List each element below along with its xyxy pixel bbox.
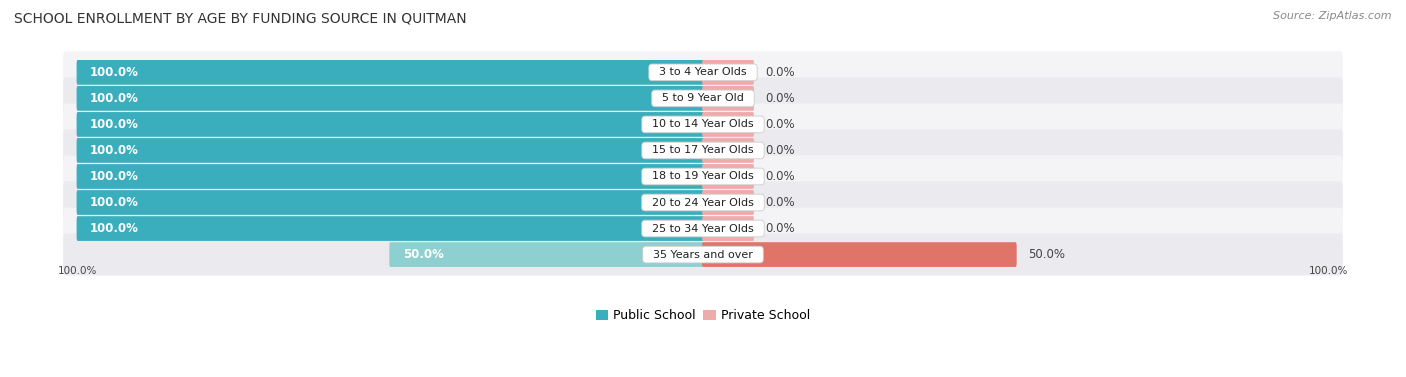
FancyBboxPatch shape [76,138,704,163]
FancyBboxPatch shape [63,103,1343,146]
Text: 100.0%: 100.0% [90,222,139,235]
Text: 20 to 24 Year Olds: 20 to 24 Year Olds [645,198,761,207]
Text: SCHOOL ENROLLMENT BY AGE BY FUNDING SOURCE IN QUITMAN: SCHOOL ENROLLMENT BY AGE BY FUNDING SOUR… [14,11,467,25]
FancyBboxPatch shape [702,138,754,163]
FancyBboxPatch shape [63,182,1343,224]
Text: Source: ZipAtlas.com: Source: ZipAtlas.com [1274,11,1392,21]
FancyBboxPatch shape [389,242,704,267]
FancyBboxPatch shape [63,129,1343,172]
Text: 0.0%: 0.0% [765,92,796,105]
FancyBboxPatch shape [702,190,754,215]
FancyBboxPatch shape [76,216,704,241]
Text: 15 to 17 Year Olds: 15 to 17 Year Olds [645,146,761,155]
FancyBboxPatch shape [63,156,1343,198]
FancyBboxPatch shape [702,164,754,189]
FancyBboxPatch shape [63,208,1343,250]
Text: 0.0%: 0.0% [765,144,796,157]
Text: 100.0%: 100.0% [1309,266,1348,276]
Legend: Public School, Private School: Public School, Private School [596,309,810,322]
FancyBboxPatch shape [76,190,704,215]
FancyBboxPatch shape [63,234,1343,276]
Text: 100.0%: 100.0% [90,196,139,209]
Text: 100.0%: 100.0% [90,92,139,105]
Text: 0.0%: 0.0% [765,196,796,209]
Text: 50.0%: 50.0% [402,248,444,261]
Text: 3 to 4 Year Olds: 3 to 4 Year Olds [652,67,754,77]
FancyBboxPatch shape [702,60,754,85]
FancyBboxPatch shape [76,112,704,137]
Text: 0.0%: 0.0% [765,222,796,235]
Text: 10 to 14 Year Olds: 10 to 14 Year Olds [645,120,761,129]
FancyBboxPatch shape [702,112,754,137]
Text: 0.0%: 0.0% [765,118,796,131]
FancyBboxPatch shape [63,77,1343,120]
Text: 50.0%: 50.0% [1028,248,1066,261]
FancyBboxPatch shape [76,164,704,189]
Text: 100.0%: 100.0% [90,66,139,79]
FancyBboxPatch shape [702,216,754,241]
Text: 35 Years and over: 35 Years and over [647,250,759,260]
Text: 100.0%: 100.0% [90,118,139,131]
FancyBboxPatch shape [76,86,704,111]
Text: 5 to 9 Year Old: 5 to 9 Year Old [655,93,751,103]
Text: 100.0%: 100.0% [58,266,97,276]
Text: 25 to 34 Year Olds: 25 to 34 Year Olds [645,224,761,233]
FancyBboxPatch shape [702,86,754,111]
Text: 18 to 19 Year Olds: 18 to 19 Year Olds [645,172,761,181]
Text: 100.0%: 100.0% [90,144,139,157]
FancyBboxPatch shape [702,242,1017,267]
FancyBboxPatch shape [76,60,704,85]
Text: 0.0%: 0.0% [765,170,796,183]
Text: 0.0%: 0.0% [765,66,796,79]
FancyBboxPatch shape [63,51,1343,93]
Text: 100.0%: 100.0% [90,170,139,183]
